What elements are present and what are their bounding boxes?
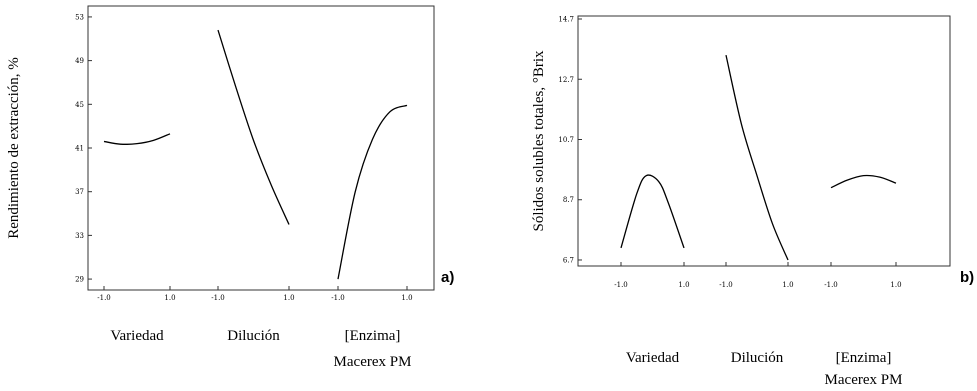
x-tick-label: -1.0 bbox=[211, 294, 225, 302]
factor-label-line2: Macerex PM bbox=[825, 372, 903, 388]
effect-curve-variedad bbox=[103, 133, 171, 145]
factor-label-line2: Macerex PM bbox=[334, 354, 412, 370]
panel-label: b) bbox=[960, 269, 974, 286]
y-axis-label: Sólidos solubles totales, °Brix bbox=[531, 50, 547, 232]
y-tick-label: 14.7 bbox=[558, 16, 574, 24]
chart-panel-b: 6.7 8.7 10.7 12.7 14.7 Sólidos solubles total… bbox=[531, 15, 974, 388]
y-tick-label: 12.7 bbox=[558, 76, 574, 84]
x-tick-label: -1.0 bbox=[331, 294, 345, 302]
y-tick-label: 6.7 bbox=[563, 256, 574, 264]
x-tick-label: 1.0 bbox=[283, 294, 294, 302]
x-tick-label: 1.0 bbox=[401, 294, 412, 302]
y-tick-label: 10.7 bbox=[558, 136, 574, 144]
y-tick-label: 33 bbox=[75, 232, 84, 240]
x-tick-label: 1.0 bbox=[164, 294, 175, 302]
effect-curve-enzima bbox=[337, 104, 408, 280]
y-tick-label: 29 bbox=[75, 276, 84, 284]
chart-panel-a: 29 33 37 41 45 49 53 Rendimiento de extracción,… bbox=[6, 5, 454, 370]
y-tick-label: 45 bbox=[75, 101, 84, 109]
factor-label: [Enzima] bbox=[836, 350, 892, 366]
x-tick-label: 1.0 bbox=[782, 281, 793, 289]
x-tick-label: -1.0 bbox=[97, 294, 111, 302]
y-tick-label: 37 bbox=[75, 188, 84, 196]
x-tick-label: -1.0 bbox=[719, 281, 733, 289]
factor-label: Variedad bbox=[110, 328, 164, 344]
factor-label: Dilución bbox=[731, 350, 784, 366]
effect-curve-dilución bbox=[725, 55, 789, 261]
y-tick-label: 8.7 bbox=[563, 196, 574, 204]
effect-curve-dilución bbox=[217, 29, 290, 225]
y-tick-label: 53 bbox=[75, 13, 84, 21]
factor-label: Dilución bbox=[227, 328, 280, 344]
factor-label: [Enzima] bbox=[345, 328, 401, 344]
y-axis-label: Rendimiento de extracción, % bbox=[6, 57, 22, 239]
x-tick-label: -1.0 bbox=[614, 281, 628, 289]
panel-label: a) bbox=[441, 269, 454, 286]
x-tick-label: 1.0 bbox=[890, 281, 901, 289]
factor-label: Variedad bbox=[626, 350, 680, 366]
x-tick-label: 1.0 bbox=[678, 281, 689, 289]
effect-curve-variedad bbox=[620, 174, 685, 249]
y-tick-label: 41 bbox=[75, 145, 84, 153]
effect-curve-enzima bbox=[830, 174, 897, 189]
x-tick-label: -1.0 bbox=[824, 281, 838, 289]
plot-frame bbox=[577, 15, 951, 267]
plot-frame bbox=[87, 5, 435, 291]
y-tick-label: 49 bbox=[75, 57, 84, 65]
